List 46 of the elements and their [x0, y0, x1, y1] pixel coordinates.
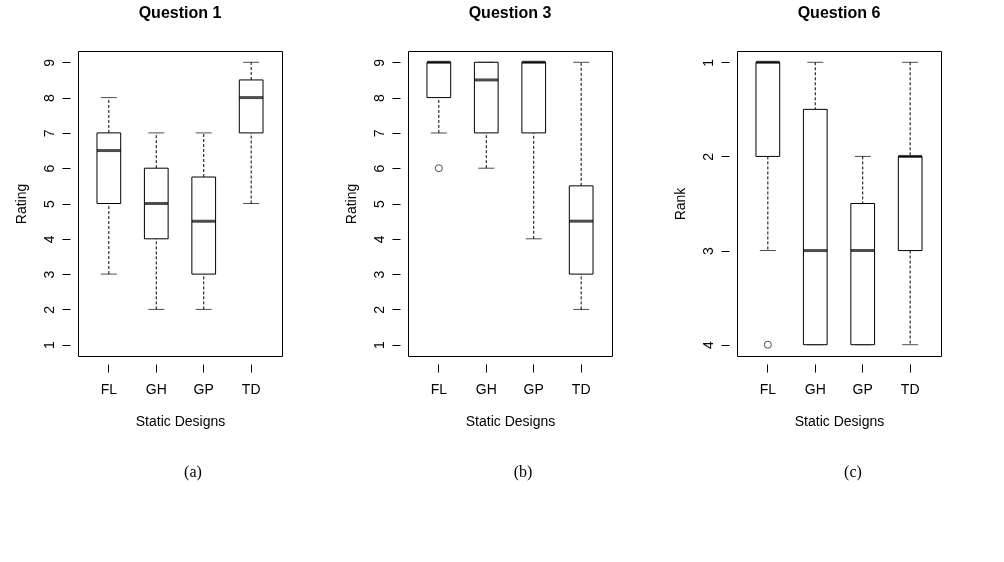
x-axis-title: Static Designs	[135, 412, 226, 429]
y-tick-label: 3	[370, 270, 387, 279]
x-tick-label: GH	[475, 380, 497, 397]
chart-title: Question 6	[797, 4, 881, 21]
y-tick-label: 1	[40, 341, 57, 350]
text: (a)	[183, 463, 203, 481]
y-axis-title: Rank	[671, 186, 688, 221]
x-tick-label: FL	[100, 380, 118, 397]
y-tick-label: 9	[370, 58, 387, 67]
y-tick-label: 1	[699, 58, 716, 67]
y-tick-label: 6	[40, 164, 57, 173]
y-tick-label: 2	[699, 152, 716, 161]
y-tick-label: 3	[699, 246, 716, 255]
text: (b)	[512, 463, 534, 481]
y-tick-label: 1	[370, 341, 387, 350]
y-axis-title: Rating	[342, 183, 359, 225]
y-tick-label: 2	[40, 305, 57, 314]
y-tick-label: 7	[370, 129, 387, 138]
y-tick-label: 7	[40, 129, 57, 138]
chart-title: Question 1	[138, 4, 222, 21]
y-tick-label: 4	[40, 235, 57, 244]
y-tick-label: 4	[370, 235, 387, 244]
x-tick-label: TD	[241, 380, 261, 397]
x-tick-label: FL	[430, 380, 448, 397]
x-tick-label: GP	[523, 380, 544, 397]
x-axis-title: Static Designs	[794, 412, 885, 429]
x-tick-label: TD	[900, 380, 920, 397]
x-tick-label: GP	[193, 380, 214, 397]
y-tick-label: 2	[370, 305, 387, 314]
chart-title: Question 3	[468, 4, 552, 21]
x-tick-label: FL	[759, 380, 777, 397]
y-tick-label: 6	[370, 164, 387, 173]
y-tick-label: 5	[370, 199, 387, 208]
y-tick-label: 3	[40, 270, 57, 279]
x-tick-label: TD	[571, 380, 591, 397]
x-tick-label: GH	[804, 380, 826, 397]
x-tick-label: GH	[145, 380, 167, 397]
y-tick-label: 8	[40, 94, 57, 102]
y-tick-label: 4	[699, 341, 716, 350]
y-axis-title: Rating	[12, 183, 29, 225]
x-axis-title: Static Designs	[465, 412, 556, 429]
y-tick-label: 9	[40, 58, 57, 67]
y-tick-label: 8	[370, 94, 387, 102]
y-tick-label: 5	[40, 199, 57, 208]
text: (c)	[843, 463, 863, 481]
x-tick-label: GP	[852, 380, 873, 397]
